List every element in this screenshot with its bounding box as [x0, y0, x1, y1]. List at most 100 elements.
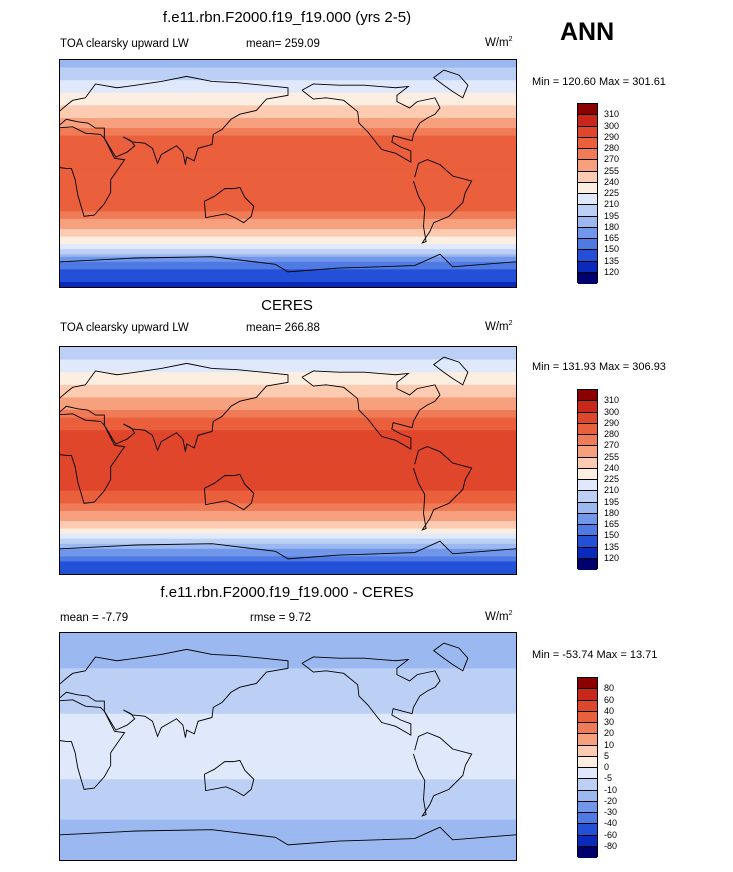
latitude-band [60, 62, 516, 66]
latitude-band [60, 837, 516, 841]
coastline-south-america [412, 732, 473, 817]
colorbar-tick-label: 310 [604, 109, 620, 120]
latitude-band [60, 246, 516, 250]
colorbar-tick-label: 135 [604, 255, 620, 266]
latitude-band [60, 118, 516, 122]
colorbar-tick-label: 80 [604, 683, 615, 694]
latitude-band [60, 854, 516, 859]
latitude-band [60, 668, 516, 672]
panel-2-variable-label: TOA clearsky upward LW [60, 322, 189, 334]
latitude-band [60, 274, 516, 278]
latitude-band [60, 410, 516, 414]
latitude-band [60, 470, 516, 474]
colorbar-tick-label: 255 [604, 165, 620, 176]
season-label: ANN [560, 18, 615, 46]
colorbar-box [578, 734, 597, 746]
panel-2-map [59, 346, 517, 575]
latitude-band [60, 223, 516, 228]
latitude-band [60, 746, 516, 750]
latitude-band [60, 399, 516, 404]
latitude-band [60, 95, 516, 99]
latitude-band [60, 685, 516, 690]
colorbar-box [578, 547, 597, 559]
latitude-band [60, 186, 516, 190]
colorbar-box [578, 480, 597, 492]
latitude-band [60, 566, 516, 570]
latitude-band [60, 741, 516, 745]
colorbar-tick-label: 240 [604, 462, 620, 473]
coastline-north-america [301, 656, 441, 736]
latitude-band [60, 387, 516, 391]
latitude-band [60, 150, 516, 154]
latitude-band [60, 538, 516, 542]
latitude-band [60, 231, 516, 235]
colorbar-tick-label: 30 [604, 717, 615, 727]
latitude-band [60, 703, 516, 707]
latitude-band [60, 834, 516, 838]
latitude-band [60, 281, 516, 286]
latitude-band [60, 430, 516, 434]
colorbar-box [578, 272, 597, 284]
coastline-antarctica [60, 253, 516, 273]
latitude-band [60, 362, 516, 366]
latitude-band [60, 244, 516, 248]
colorbar-box [578, 205, 597, 217]
latitude-band [60, 643, 516, 647]
latitude-band [60, 733, 516, 738]
latitude-band [60, 683, 516, 687]
latitude-band [60, 352, 516, 356]
panel-2-mean-label: mean= 266.88 [246, 322, 320, 334]
latitude-band [60, 680, 516, 685]
colorbar-tick-label: 195 [604, 496, 620, 507]
colorbar-box [578, 768, 597, 780]
latitude-band [60, 75, 516, 79]
colorbar-tick-label: 270 [604, 154, 620, 165]
panel-1-minmax: Min = 120.60 Max = 301.61 [532, 76, 666, 88]
latitude-band [60, 779, 516, 783]
latitude-band [60, 160, 516, 165]
latitude-band [60, 480, 516, 484]
latitude-band [60, 495, 516, 499]
panel-3-title: f.e11.rbn.F2000.f19_f19.000 - CERES [160, 584, 414, 601]
colorbar-tick-label: -80 [604, 840, 618, 851]
latitude-band [60, 85, 516, 89]
latitude-band [60, 216, 516, 220]
latitude-band [60, 693, 516, 697]
latitude-band [60, 203, 516, 207]
latitude-band [60, 206, 516, 210]
latitude-band [60, 226, 516, 230]
latitude-band [60, 284, 516, 287]
latitude-band [60, 432, 516, 436]
colorbar-box [578, 390, 597, 402]
colorbar-tick-label: 135 [604, 541, 620, 552]
latitude-band [60, 852, 516, 856]
latitude-band [60, 743, 516, 748]
colorbar-tick-label: 10 [604, 739, 615, 750]
colorbar-box [578, 824, 597, 836]
latitude-band [60, 251, 516, 255]
latitude-band [60, 455, 516, 459]
latitude-band [60, 269, 516, 273]
latitude-band [60, 786, 516, 790]
latitude-band [60, 817, 516, 821]
coastline-eurasia [60, 362, 289, 452]
latitude-band [60, 97, 516, 101]
latitude-band [60, 764, 516, 768]
latitude-band [60, 807, 516, 811]
panel-1-mean-label: mean= 259.09 [246, 38, 320, 50]
latitude-band [60, 191, 516, 195]
colorbar-tick-label: 150 [604, 530, 620, 541]
latitude-band [60, 447, 516, 452]
latitude-band [60, 754, 516, 758]
panel-2-units: W/m2 [485, 320, 513, 333]
latitude-band [60, 515, 516, 520]
coastline-greenland [432, 356, 469, 386]
latitude-band [60, 107, 516, 112]
latitude-band [60, 711, 516, 715]
latitude-band [60, 397, 516, 401]
latitude-band [60, 571, 516, 574]
latitude-band [60, 102, 516, 106]
latitude-band [60, 234, 516, 238]
colorbar-box [578, 457, 597, 469]
latitude-band [60, 279, 516, 283]
